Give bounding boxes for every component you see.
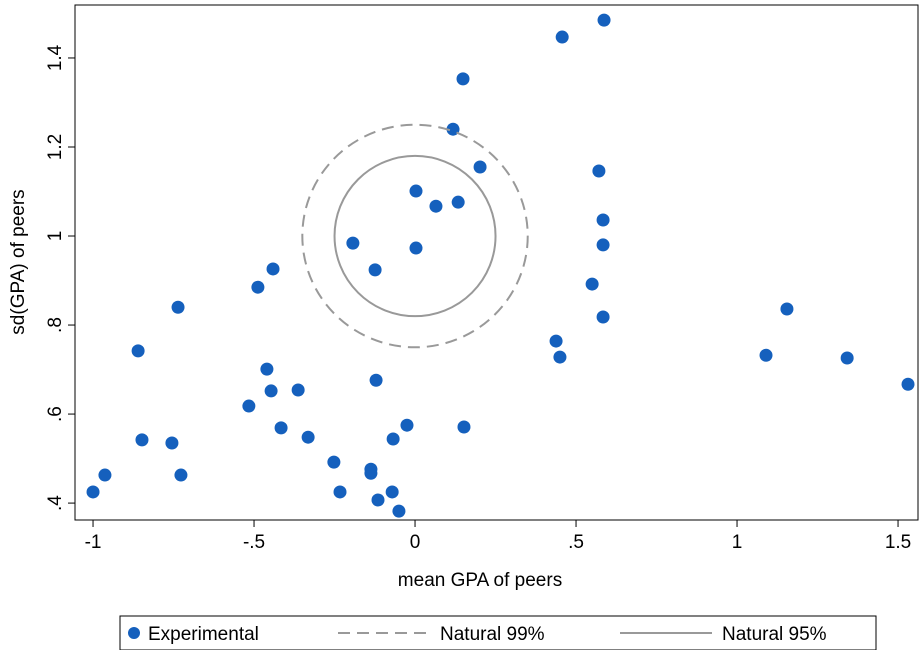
point xyxy=(451,195,465,209)
y-tick-label: 1.4 xyxy=(45,44,66,71)
plot-frame xyxy=(74,4,919,521)
point xyxy=(260,362,274,376)
x-axis-title: mean GPA of peers xyxy=(398,570,562,591)
point xyxy=(386,432,400,446)
point xyxy=(555,30,569,44)
point xyxy=(596,213,610,227)
point xyxy=(346,236,360,250)
region-ellipse xyxy=(301,123,529,349)
point xyxy=(585,277,599,291)
point xyxy=(456,72,470,86)
point xyxy=(901,377,915,391)
y-tick-label: .8 xyxy=(45,317,66,333)
point xyxy=(409,241,423,255)
point xyxy=(291,383,305,397)
point xyxy=(174,468,188,482)
point xyxy=(135,433,149,447)
point xyxy=(86,485,100,499)
point xyxy=(371,493,385,507)
point xyxy=(840,351,854,365)
point xyxy=(457,420,471,434)
point xyxy=(429,199,443,213)
point xyxy=(369,373,383,387)
legend-marker xyxy=(128,627,140,639)
x-tick-label: 0 xyxy=(410,532,421,553)
x-tick-label: -.5 xyxy=(243,532,265,553)
point xyxy=(553,350,567,364)
point xyxy=(446,122,460,136)
y-tick-label: .4 xyxy=(45,495,66,511)
point xyxy=(473,160,487,174)
legend-label: Natural 95% xyxy=(722,624,827,645)
legend-label: Natural 99% xyxy=(440,624,545,645)
point xyxy=(368,263,382,277)
point xyxy=(392,504,406,518)
point xyxy=(165,436,179,450)
point xyxy=(759,348,773,362)
point xyxy=(251,280,265,294)
x-tick-label: .5 xyxy=(568,532,584,553)
point xyxy=(409,184,423,198)
y-tick-label: .6 xyxy=(45,406,66,422)
point xyxy=(301,430,315,444)
point xyxy=(596,238,610,252)
x-tick-label: 1 xyxy=(732,532,743,553)
point xyxy=(98,468,112,482)
point xyxy=(333,485,347,499)
point xyxy=(364,466,378,480)
y-tick-label: 1.2 xyxy=(45,134,66,160)
y-axis-title: sd(GPA) of peers xyxy=(8,189,29,334)
point xyxy=(597,13,611,27)
x-tick-label: 1.5 xyxy=(885,532,911,553)
point xyxy=(592,164,606,178)
region-ellipse xyxy=(333,154,497,318)
legend-box xyxy=(119,615,877,651)
point xyxy=(171,300,185,314)
x-tick-label: -1 xyxy=(85,532,102,553)
point xyxy=(400,418,414,432)
y-tick-label: 1 xyxy=(45,231,66,242)
point xyxy=(327,455,341,469)
point xyxy=(264,384,278,398)
point xyxy=(780,302,794,316)
point xyxy=(266,262,280,276)
point xyxy=(549,334,563,348)
point xyxy=(596,310,610,324)
point xyxy=(131,344,145,358)
point xyxy=(274,421,288,435)
legend-label: Experimental xyxy=(148,624,259,645)
point xyxy=(385,485,399,499)
point xyxy=(242,399,256,413)
